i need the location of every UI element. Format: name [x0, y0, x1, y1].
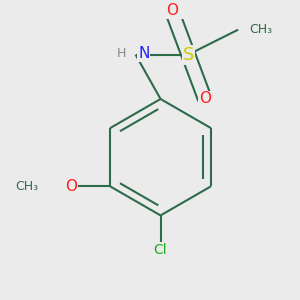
Text: CH₃: CH₃: [15, 180, 38, 193]
Text: CH₃: CH₃: [249, 23, 272, 36]
Text: Cl: Cl: [154, 243, 167, 257]
Text: O: O: [166, 3, 178, 18]
Text: S: S: [183, 46, 194, 64]
Text: H: H: [117, 47, 126, 60]
Text: O: O: [199, 92, 211, 106]
Text: O: O: [65, 179, 77, 194]
Text: N: N: [138, 46, 150, 61]
